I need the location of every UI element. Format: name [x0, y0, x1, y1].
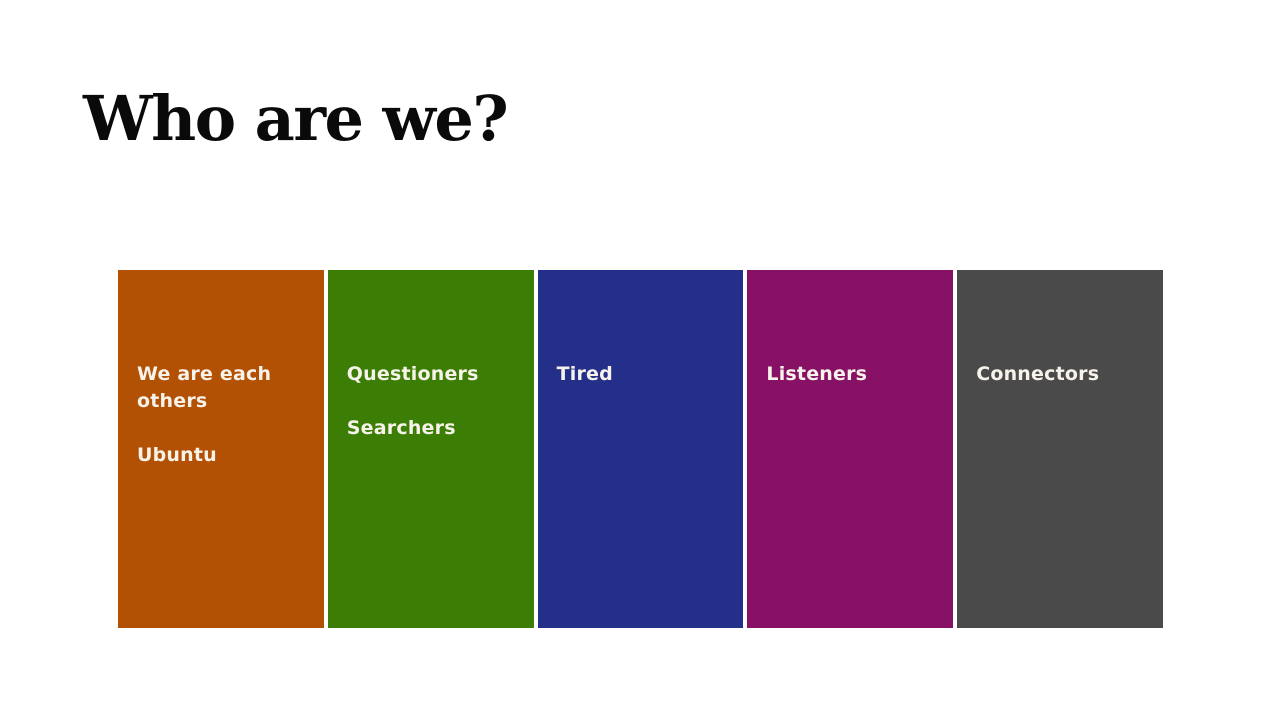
column-text: Listeners: [766, 363, 868, 385]
column-text: We are each others: [137, 363, 272, 412]
column-connectors: Connectors: [957, 270, 1163, 628]
columns-row: We are each others Ubuntu Questioners Se…: [118, 270, 1163, 628]
column-listeners: Listeners: [747, 270, 954, 628]
column-text: Searchers: [346, 417, 456, 439]
column-text: Tired: [556, 363, 613, 385]
column-text: Connectors: [976, 363, 1100, 385]
slide-title: Who are we?: [83, 81, 509, 155]
column-questioners: Questioners Searchers: [327, 270, 534, 628]
column-ubuntu: We are each others Ubuntu: [118, 270, 324, 628]
column-text: Ubuntu: [137, 444, 217, 466]
column-tired: Tired: [537, 270, 744, 628]
column-text: Questioners: [346, 363, 479, 385]
